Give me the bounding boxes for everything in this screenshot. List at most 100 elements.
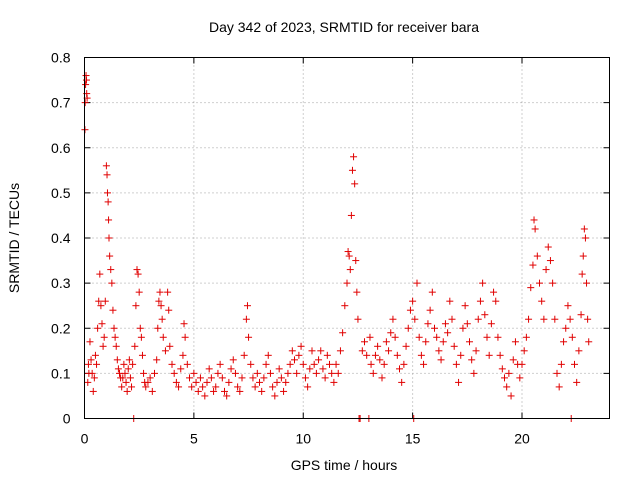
- data-point: [256, 378, 263, 386]
- data-point: [507, 392, 515, 400]
- data-point: [472, 347, 480, 355]
- data-point: [389, 315, 397, 323]
- data-point: [98, 320, 106, 328]
- data-point: [549, 279, 557, 287]
- data-point: [97, 302, 105, 310]
- data-point: [326, 360, 333, 368]
- data-point: [330, 378, 338, 386]
- data-point: [82, 81, 90, 89]
- data-point: [180, 320, 188, 328]
- data-point: [105, 234, 113, 242]
- data-point: [112, 342, 120, 350]
- data-points: [81, 72, 593, 422]
- data-point: [378, 374, 386, 382]
- data-point: [346, 266, 354, 274]
- data-point: [530, 216, 538, 224]
- data-point: [347, 211, 355, 219]
- data-point: [413, 279, 421, 287]
- data-point: [170, 369, 178, 377]
- data-point: [496, 351, 504, 359]
- data-point: [444, 329, 452, 337]
- data-point: [140, 369, 148, 377]
- data-point: [172, 378, 180, 386]
- data-point: [123, 387, 131, 395]
- data-point: [455, 378, 463, 386]
- data-point: [177, 365, 185, 373]
- data-point: [301, 374, 309, 382]
- data-point: [400, 360, 408, 368]
- data-point: [131, 342, 139, 350]
- data-point: [114, 365, 122, 373]
- data-point: [110, 324, 118, 332]
- data-point: [371, 351, 379, 359]
- data-point: [483, 333, 491, 341]
- data-point: [531, 225, 539, 233]
- y-axis-label: SRMTID / TECUs: [6, 183, 22, 293]
- data-point: [95, 297, 103, 305]
- data-point: [560, 338, 568, 346]
- data-point: [91, 351, 99, 359]
- data-point: [363, 351, 371, 359]
- data-point: [345, 252, 353, 260]
- data-point: [168, 360, 176, 368]
- y-tick-label: 0.3: [51, 275, 71, 291]
- data-point: [81, 99, 89, 107]
- data-point: [501, 374, 508, 382]
- data-point: [247, 360, 255, 368]
- data-point: [544, 243, 552, 251]
- data-point: [321, 374, 329, 382]
- data-point: [229, 356, 237, 364]
- data-point: [132, 302, 140, 310]
- data-point: [527, 284, 535, 292]
- data-point: [533, 252, 541, 260]
- data-point: [306, 365, 314, 373]
- data-point: [135, 288, 143, 296]
- data-point: [84, 360, 92, 368]
- data-point: [111, 333, 119, 341]
- data-point: [492, 297, 500, 305]
- data-point: [461, 302, 469, 310]
- data-point: [137, 333, 145, 341]
- data-point: [284, 369, 292, 377]
- data-point: [575, 347, 583, 355]
- data-point: [280, 387, 288, 395]
- data-point: [341, 302, 349, 310]
- data-point: [133, 266, 141, 274]
- data-point: [352, 257, 360, 265]
- data-point: [529, 261, 537, 269]
- data-point: [243, 302, 251, 310]
- data-point: [566, 315, 574, 323]
- data-point: [398, 378, 406, 386]
- data-point: [310, 360, 318, 368]
- data-point: [245, 333, 253, 341]
- data-point: [297, 342, 305, 350]
- data-point: [485, 351, 493, 359]
- data-point: [102, 162, 110, 170]
- data-point: [479, 279, 487, 287]
- data-point: [216, 360, 224, 368]
- data-point: [468, 356, 476, 364]
- data-point: [142, 383, 150, 391]
- data-point: [109, 306, 117, 314]
- data-point: [121, 369, 129, 377]
- data-point: [84, 378, 92, 386]
- data-point: [411, 315, 419, 323]
- data-point: [481, 311, 489, 319]
- data-point: [161, 347, 169, 355]
- data-point: [503, 383, 511, 391]
- data-point: [369, 369, 377, 377]
- data-point: [583, 279, 591, 287]
- x-tick-label: 5: [190, 431, 198, 447]
- data-point: [540, 315, 548, 323]
- data-point: [580, 225, 588, 233]
- data-point: [376, 356, 384, 364]
- data-point: [93, 360, 101, 368]
- data-point: [402, 342, 410, 350]
- data-point: [312, 369, 320, 377]
- data-point: [86, 338, 94, 346]
- data-point: [516, 374, 524, 382]
- y-tick-label: 0.5: [51, 185, 71, 201]
- data-point: [266, 369, 274, 377]
- data-point: [146, 374, 154, 382]
